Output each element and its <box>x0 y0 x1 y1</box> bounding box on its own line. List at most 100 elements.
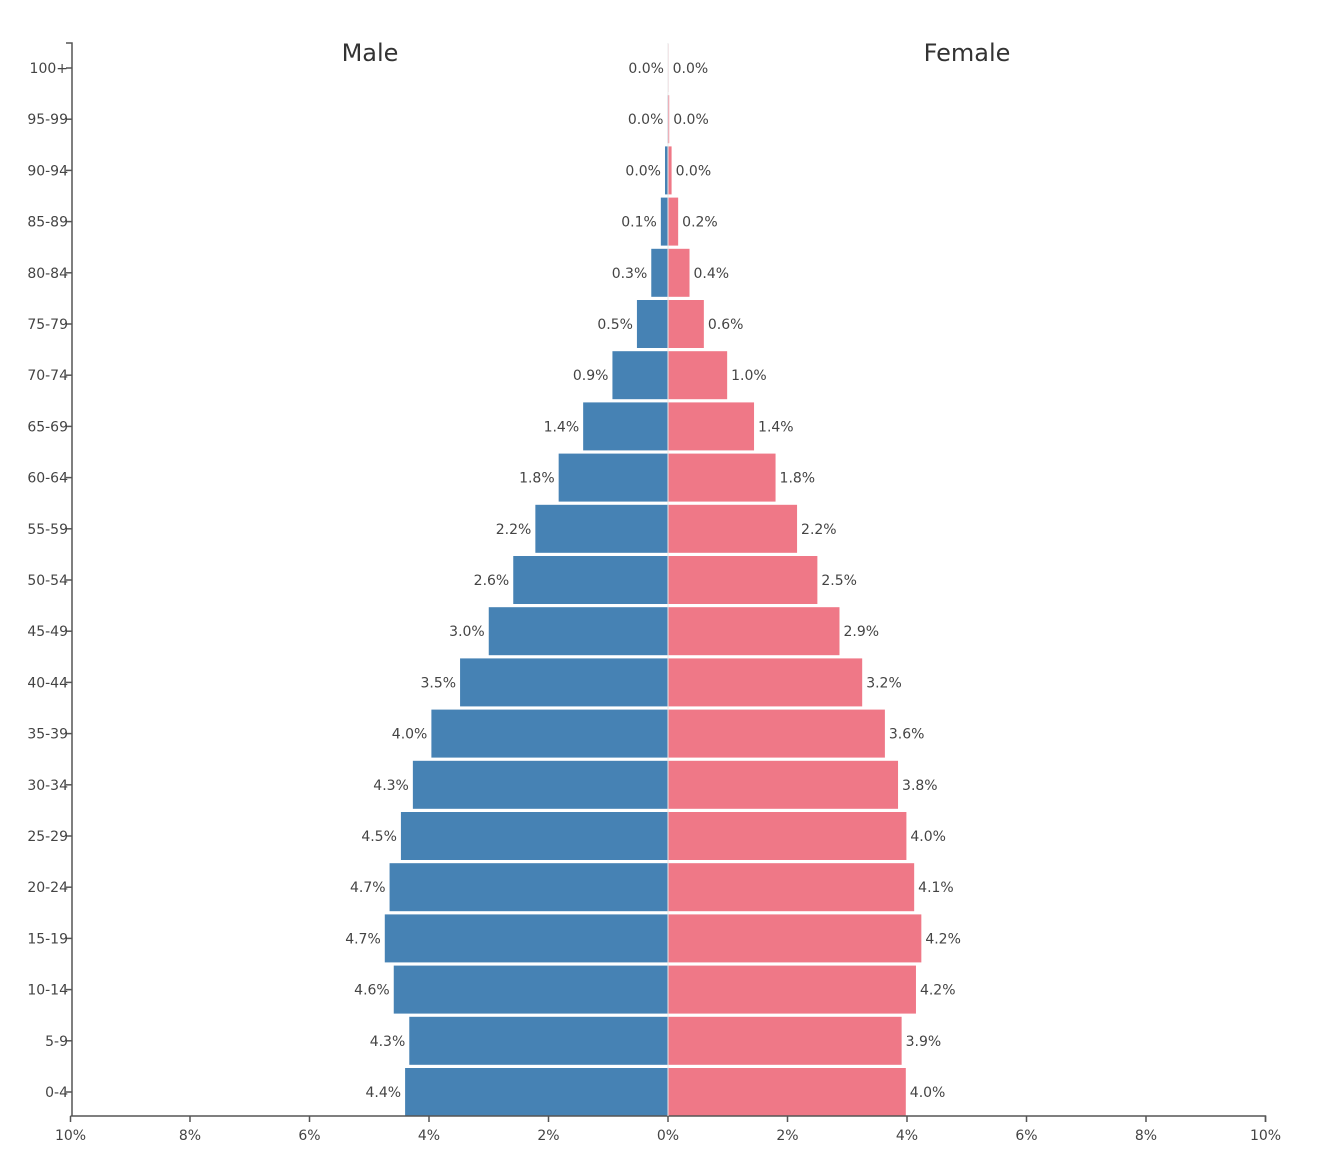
male-bar-20-24 <box>389 863 668 912</box>
male-value-label-15-19: 4.7% <box>345 931 381 947</box>
female-bar-25-29 <box>668 812 907 860</box>
male-value-label-55-59: 2.2% <box>496 522 532 538</box>
y-tick-label-70-74: 70-74 <box>27 368 68 384</box>
x-tick-label-1: 8% <box>179 1128 201 1144</box>
y-tick-label-100+: 100+ <box>30 61 68 77</box>
female-bar-20-24 <box>668 863 915 912</box>
x-tick-label-8: 6% <box>1015 1128 1037 1144</box>
bars-group <box>384 44 922 1116</box>
female-bar-70-74 <box>668 351 728 400</box>
male-value-label-10-14: 4.6% <box>354 983 390 999</box>
value-labels-group: 0.0% 0.0% 0.0% 0.0% 0.0% 0.0% 0.1% 0.2% 0.3% 0.4%… <box>345 61 961 1101</box>
female-bar-60-64 <box>668 453 776 502</box>
female-value-label-25-29: 4.0% <box>910 829 946 845</box>
y-tick-label-5-9: 5-9 <box>45 1034 68 1050</box>
female-value-label-10-14: 4.2% <box>920 983 956 999</box>
male-value-label-70-74: 0.9% <box>573 368 609 384</box>
male-bar-35-39 <box>431 709 668 758</box>
female-value-label-30-34: 3.8% <box>902 778 938 794</box>
female-bar-90-94 <box>668 146 672 195</box>
male-bar-25-29 <box>400 812 668 860</box>
female-bar-30-34 <box>668 760 899 809</box>
male-value-label-65-69: 1.4% <box>544 419 580 435</box>
female-value-label-100+: 0.0% <box>673 61 709 77</box>
male-value-label-100+: 0.0% <box>628 61 664 77</box>
female-value-label-45-49: 2.9% <box>843 624 879 640</box>
x-tick-label-4: 2% <box>537 1128 559 1144</box>
y-tick-label-75-79: 75-79 <box>27 317 68 333</box>
y-tick-label-60-64: 60-64 <box>27 471 68 487</box>
female-bar-65-69 <box>668 402 755 451</box>
male-value-label-80-84: 0.3% <box>612 266 648 282</box>
female-value-label-95-99: 0.0% <box>673 112 709 128</box>
male-bar-15-19 <box>384 914 668 963</box>
female-bar-10-14 <box>668 965 916 1014</box>
male-value-label-60-64: 1.8% <box>519 471 555 487</box>
y-tick-label-20-24: 20-24 <box>27 880 68 896</box>
female-bar-95-99 <box>668 95 670 144</box>
female-value-label-85-89: 0.2% <box>682 215 718 231</box>
male-value-label-95-99: 0.0% <box>628 112 664 128</box>
male-bar-55-59 <box>535 504 668 553</box>
female-value-label-90-94: 0.0% <box>676 163 712 179</box>
female-value-label-80-84: 0.4% <box>694 266 730 282</box>
male-bar-75-79 <box>636 300 668 348</box>
x-tick-label-7: 4% <box>896 1128 918 1144</box>
male-value-label-0-4: 4.4% <box>366 1085 402 1101</box>
male-bar-90-94 <box>665 146 668 195</box>
y-tick-label-30-34: 30-34 <box>27 778 68 794</box>
y-tick-label-35-39: 35-39 <box>27 727 68 743</box>
male-value-label-90-94: 0.0% <box>625 163 661 179</box>
female-value-label-15-19: 4.2% <box>925 931 961 947</box>
female-bar-85-89 <box>668 197 679 246</box>
y-tick-label-90-94: 90-94 <box>27 163 68 179</box>
male-panel-title: Male <box>342 39 399 67</box>
male-bar-50-54 <box>513 556 668 604</box>
male-value-label-30-34: 4.3% <box>373 778 409 794</box>
y-tick-label-55-59: 55-59 <box>27 522 68 538</box>
male-bar-30-34 <box>412 760 668 809</box>
y-tick-label-15-19: 15-19 <box>27 931 68 947</box>
female-bar-5-9 <box>668 1016 902 1065</box>
male-bar-80-84 <box>651 248 668 297</box>
female-bar-75-79 <box>668 300 704 348</box>
female-value-label-70-74: 1.0% <box>731 368 767 384</box>
female-bar-40-44 <box>668 658 863 707</box>
male-value-label-45-49: 3.0% <box>449 624 485 640</box>
x-tick-label-6: 2% <box>776 1128 798 1144</box>
male-bar-5-9 <box>409 1016 668 1065</box>
male-value-label-20-24: 4.7% <box>350 880 386 896</box>
male-bar-45-49 <box>488 607 668 656</box>
female-value-label-75-79: 0.6% <box>708 317 744 333</box>
male-bar-70-74 <box>612 351 668 400</box>
female-bar-50-54 <box>668 556 818 604</box>
male-value-label-5-9: 4.3% <box>370 1034 406 1050</box>
y-tick-label-95-99: 95-99 <box>27 112 68 128</box>
female-value-label-60-64: 1.8% <box>780 471 816 487</box>
y-tick-label-80-84: 80-84 <box>27 266 68 282</box>
male-bar-60-64 <box>558 453 668 502</box>
female-value-label-35-39: 3.6% <box>889 727 925 743</box>
y-tick-label-25-29: 25-29 <box>27 829 68 845</box>
x-tick-label-10: 10% <box>1250 1128 1281 1144</box>
male-bar-85-89 <box>660 197 668 246</box>
female-value-label-55-59: 2.2% <box>801 522 837 538</box>
male-bar-10-14 <box>393 965 668 1014</box>
female-value-label-40-44: 3.2% <box>866 675 902 691</box>
female-bar-55-59 <box>668 504 798 553</box>
x-tick-label-9: 8% <box>1135 1128 1157 1144</box>
y-tick-label-40-44: 40-44 <box>27 675 68 691</box>
female-panel-title: Female <box>924 39 1011 67</box>
y-axis-line <box>66 42 73 1116</box>
female-value-label-20-24: 4.1% <box>918 880 954 896</box>
y-tick-label-0-4: 0-4 <box>45 1085 68 1101</box>
y-tick-label-10-14: 10-14 <box>27 983 68 999</box>
male-value-label-40-44: 3.5% <box>420 675 456 691</box>
x-tick-label-0: 10% <box>55 1128 86 1144</box>
male-value-label-50-54: 2.6% <box>474 573 510 589</box>
x-tick-label-3: 4% <box>418 1128 440 1144</box>
y-tick-label-45-49: 45-49 <box>27 624 68 640</box>
x-tick-label-5: 0% <box>657 1128 679 1144</box>
female-bar-45-49 <box>668 607 840 656</box>
